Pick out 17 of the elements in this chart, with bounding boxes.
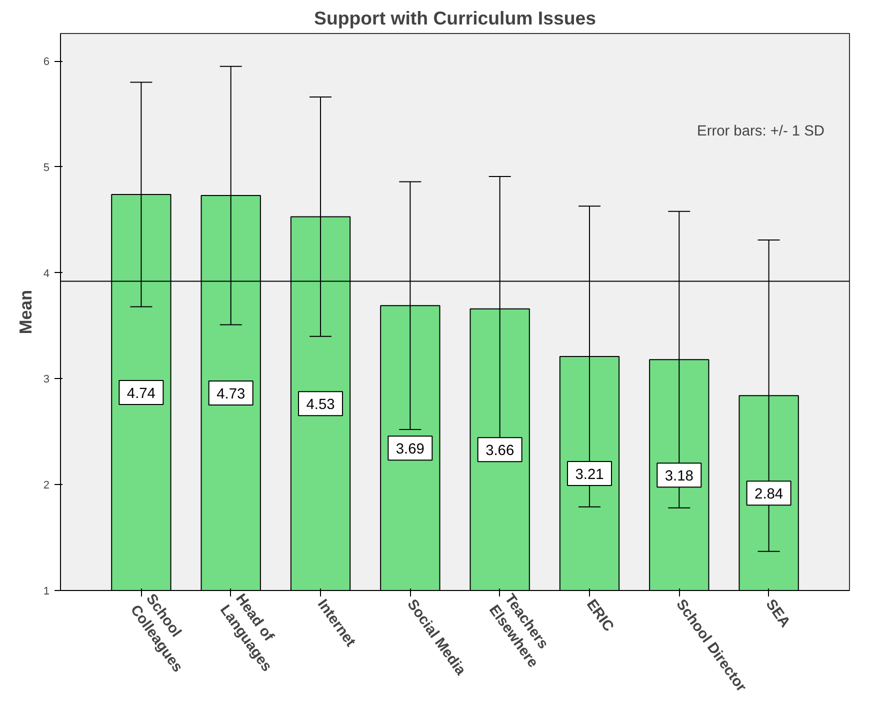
y-tick-label: 3 xyxy=(43,374,50,386)
data-label: 3.21 xyxy=(575,466,604,483)
data-label: 3.18 xyxy=(664,468,694,485)
chart-title: Support with Curriculum Issues xyxy=(314,8,596,28)
data-label: 4.53 xyxy=(306,397,335,414)
data-label: 3.66 xyxy=(486,443,514,460)
y-tick-label: 2 xyxy=(43,480,50,492)
data-label: 4.73 xyxy=(216,386,246,403)
y-tick-label: 6 xyxy=(43,56,50,68)
data-label: 2.84 xyxy=(754,486,784,503)
y-axis-title: Mean xyxy=(15,290,36,334)
y-tick-label: 1 xyxy=(43,586,50,598)
data-label: 3.69 xyxy=(396,442,424,458)
data-label: 4.74 xyxy=(126,386,156,402)
annotation: Error bars: +/- 1 SD xyxy=(697,123,825,140)
y-tick-label: 4 xyxy=(43,268,50,280)
y-tick-label: 5 xyxy=(43,162,50,174)
